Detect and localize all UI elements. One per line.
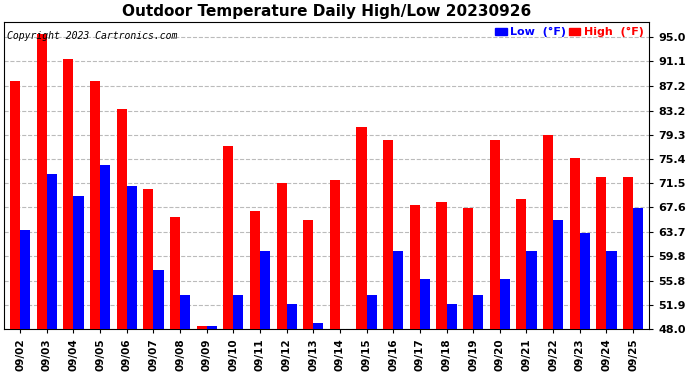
Bar <box>633 208 643 375</box>
Bar <box>73 196 83 375</box>
Bar <box>63 59 73 375</box>
Bar <box>10 81 20 375</box>
Bar <box>420 279 430 375</box>
Bar <box>436 202 446 375</box>
Bar <box>313 323 324 375</box>
Bar <box>260 252 270 375</box>
Bar <box>153 270 164 375</box>
Bar <box>224 146 233 375</box>
Bar <box>330 180 340 375</box>
Bar <box>596 177 607 375</box>
Bar <box>47 174 57 375</box>
Bar <box>127 186 137 375</box>
Bar <box>207 326 217 375</box>
Bar <box>37 34 47 375</box>
Bar <box>623 177 633 375</box>
Bar <box>473 295 483 375</box>
Bar <box>580 233 590 375</box>
Bar <box>553 220 563 375</box>
Bar <box>250 211 260 375</box>
Bar <box>277 183 286 375</box>
Bar <box>180 295 190 375</box>
Bar <box>233 295 244 375</box>
Bar <box>366 295 377 375</box>
Legend: Low  (°F), High  (°F): Low (°F), High (°F) <box>491 23 648 42</box>
Bar <box>90 81 100 375</box>
Title: Outdoor Temperature Daily High/Low 20230926: Outdoor Temperature Daily High/Low 20230… <box>122 4 531 19</box>
Bar <box>463 208 473 375</box>
Bar <box>303 220 313 375</box>
Bar <box>490 140 500 375</box>
Bar <box>393 252 404 375</box>
Bar <box>516 199 526 375</box>
Bar <box>543 135 553 375</box>
Bar <box>357 127 366 375</box>
Bar <box>197 326 207 375</box>
Bar <box>446 304 457 375</box>
Bar <box>117 109 127 375</box>
Bar <box>607 252 617 375</box>
Bar <box>410 205 420 375</box>
Bar <box>383 140 393 375</box>
Bar <box>286 304 297 375</box>
Bar <box>144 189 153 375</box>
Bar <box>526 252 537 375</box>
Bar <box>570 158 580 375</box>
Bar <box>100 165 110 375</box>
Text: Copyright 2023 Cartronics.com: Copyright 2023 Cartronics.com <box>8 31 178 41</box>
Bar <box>170 217 180 375</box>
Bar <box>20 230 30 375</box>
Bar <box>340 329 350 375</box>
Bar <box>500 279 510 375</box>
